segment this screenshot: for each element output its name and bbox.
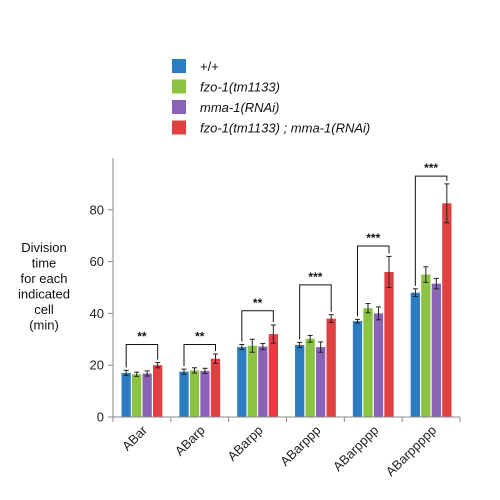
significance-label: ***: [308, 270, 322, 284]
bar: [352, 321, 363, 417]
x-tick-label: ABarp: [172, 423, 208, 459]
legend-label: +/+: [200, 59, 219, 74]
legend-swatch: [172, 79, 186, 94]
bar: [258, 346, 268, 417]
legend-swatch: [172, 120, 186, 135]
axes: 0 20 40 60 80 ABar ABarp ABarpp ABarppp ABarpppp A…: [90, 158, 461, 480]
bar: [189, 370, 200, 417]
legend-swatch: [172, 59, 186, 73]
legend: +/+ fzo-1(tm1133) mma-1(RNAi) fzo-1(tm1133)…: [172, 59, 370, 136]
bar: [326, 318, 336, 417]
significance-label: **: [195, 329, 205, 343]
error-bars: [123, 183, 450, 377]
y-tick-label: 40: [90, 306, 104, 321]
significance-markers: ** *************: [125, 161, 448, 368]
significance-label: ***: [366, 231, 380, 245]
bar: [132, 374, 142, 417]
legend-label: fzo-1(tm1133): [200, 80, 280, 95]
y-axis-label-line: Division: [21, 240, 67, 255]
y-axis-label-line: for each: [21, 271, 68, 286]
bar: [179, 371, 189, 417]
y-axis-label-line: time: [32, 256, 57, 271]
bar: [373, 313, 384, 417]
bar: [363, 308, 373, 417]
bar: [305, 338, 315, 417]
bar: [237, 347, 247, 417]
significance-bracket: [299, 284, 332, 340]
legend-swatch: [172, 100, 186, 114]
significance-bracket: [357, 245, 390, 317]
bar: [384, 271, 394, 417]
y-tick-label: 60: [90, 254, 104, 269]
x-tick-label: ABarpp: [224, 423, 265, 464]
bar: [316, 347, 326, 417]
significance-bracket: [241, 310, 274, 342]
bar: [121, 372, 131, 417]
legend-label: fzo-1(tm1133) ; mma-1(RNAi): [200, 121, 370, 136]
bar: [431, 283, 441, 417]
significance-bracket: [125, 343, 159, 368]
y-axis-label-line: cell: [34, 302, 54, 317]
significance-label: **: [137, 329, 147, 343]
bar: [142, 373, 152, 417]
bars: [121, 203, 452, 417]
x-tick-label: ABarppppp: [383, 423, 440, 480]
bar: [153, 365, 163, 417]
bar: [442, 203, 452, 417]
y-axis-label-line: (min): [29, 318, 59, 333]
y-tick-label: 20: [90, 358, 104, 373]
bar: [200, 370, 210, 417]
bar: [268, 334, 278, 417]
bar: [210, 358, 221, 417]
y-tick-label: 80: [90, 202, 104, 217]
bar: [247, 345, 257, 417]
significance-bracket: [183, 343, 216, 367]
bar: [295, 344, 305, 417]
y-tick-label: 0: [97, 410, 104, 425]
legend-label: mma-1(RNAi): [200, 100, 279, 115]
significance-bracket: [414, 175, 448, 286]
x-tick-label: ABarppp: [277, 423, 323, 469]
x-tick-label: ABar: [119, 422, 151, 454]
bar: [410, 292, 420, 417]
significance-label: **: [253, 296, 263, 310]
bar: [421, 274, 431, 417]
significance-label: ***: [424, 161, 438, 175]
y-axis-label-line: indicated: [18, 287, 70, 302]
x-tick-label: ABarpppp: [330, 423, 381, 474]
